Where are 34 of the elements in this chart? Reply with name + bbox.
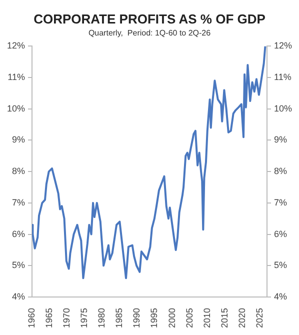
x-tick-label: 1965 xyxy=(44,308,54,328)
x-tick-label: 2000 xyxy=(166,308,177,328)
y2-tick-label: 6% xyxy=(274,228,287,239)
y2-tick-label: 12% xyxy=(274,40,292,51)
x-tick-label: 2005 xyxy=(184,308,194,328)
y-tick-label: 7% xyxy=(12,197,26,208)
y-tick-label: 4% xyxy=(12,291,26,302)
y2-tick-label: 8% xyxy=(274,166,287,176)
y2-tick-label: 7% xyxy=(274,197,287,208)
y-tick-label: 9% xyxy=(12,134,26,145)
y-tick-label: 11% xyxy=(8,72,26,82)
x-tick-label: 2015 xyxy=(219,308,230,328)
chart-title: CORPORATE PROFITS AS % OF GDP xyxy=(34,11,266,26)
chart-subtitle: Quarterly, Period: 1Q-60 to 2Q-26 xyxy=(88,28,212,38)
y-tick-label: 5% xyxy=(12,260,26,270)
x-tick-label: 2020 xyxy=(236,308,247,328)
y-tick-label: 12% xyxy=(7,40,26,51)
y-tick-label: 10% xyxy=(7,103,26,114)
y2-tick-label: 9% xyxy=(274,134,287,145)
y2-tick-label: 4% xyxy=(274,291,287,302)
x-tick-label: 1980 xyxy=(96,308,107,328)
y-tick-label: 8% xyxy=(12,166,26,176)
y2-tick-label: 10% xyxy=(274,103,292,114)
y2-tick-label: 5% xyxy=(274,260,287,270)
x-tick-label: 1975 xyxy=(79,308,90,328)
x-tick-label: 1970 xyxy=(62,308,72,328)
x-tick-label: 1990 xyxy=(132,308,142,328)
x-tick-label: 1960 xyxy=(26,308,36,328)
y-tick-label: 6% xyxy=(12,228,26,239)
x-tick-label: 1985 xyxy=(114,308,124,328)
y2-tick-label: 11% xyxy=(274,72,292,82)
x-tick-label: 2025 xyxy=(254,308,264,328)
x-tick-label: 1995 xyxy=(149,308,160,328)
x-tick-label: 2010 xyxy=(202,308,212,328)
